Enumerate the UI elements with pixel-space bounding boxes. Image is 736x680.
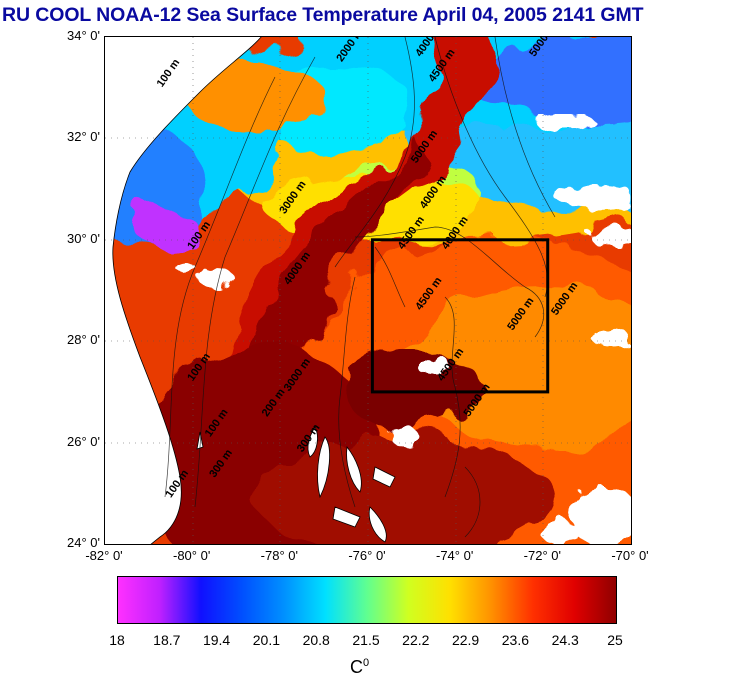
study-area-box xyxy=(370,238,550,394)
colorbar-tick-label: 25 xyxy=(607,632,623,648)
colorbar-tick-label: 20.1 xyxy=(252,632,281,648)
lat-tick-label: 28° 0' xyxy=(67,332,100,348)
lon-tick-label: -70° 0' xyxy=(611,548,649,563)
lon-tick-label: -72° 0' xyxy=(523,548,561,563)
lon-tick-label: -76° 0' xyxy=(348,548,386,563)
lat-tick-label: 26° 0' xyxy=(67,433,100,449)
colorbar-tick-label: 23.6 xyxy=(501,632,530,648)
lon-tick-label: -82° 0' xyxy=(85,548,123,563)
colorbar-tick-label: 20.8 xyxy=(302,632,330,648)
lat-tick-label: 34° 0' xyxy=(67,28,100,43)
cloud-mask xyxy=(175,114,631,544)
colorbar xyxy=(117,576,617,624)
colorbar-tick-label: 18.7 xyxy=(153,632,181,648)
land-mask xyxy=(105,37,396,544)
chart-title: RU COOL NOAA-12 Sea Surface Temperature … xyxy=(2,4,644,26)
lon-tick-label: -80° 0' xyxy=(173,548,211,563)
colorbar-tick-label: 22.2 xyxy=(402,632,430,648)
sst-field xyxy=(105,37,631,544)
bathymetry-contours xyxy=(164,37,556,538)
sst-map: 100 m 2000 m 4000 m 4500 m 5000 m 5000 m 3000 … xyxy=(104,36,632,545)
lon-tick-label: -78° 0' xyxy=(260,548,298,563)
colorbar-unit: C0 xyxy=(350,657,369,678)
lat-tick-label: 30° 0' xyxy=(67,230,100,246)
colorbar-unit-sup: 0 xyxy=(363,657,370,669)
colorbar-tick-label: 18 xyxy=(109,632,125,648)
colorbar-tick-label: 22.9 xyxy=(451,632,480,648)
lon-tick-label: -74° 0' xyxy=(436,548,474,563)
colorbar-tick-label: 21.5 xyxy=(352,632,380,648)
colorbar-tick-label: 24.3 xyxy=(551,632,579,648)
colorbar-unit-base: C xyxy=(350,657,363,677)
colorbar-tick-label: 19.4 xyxy=(202,632,231,648)
lat-tick-label: 32° 0' xyxy=(67,129,100,145)
lat-tick-label: 24° 0' xyxy=(67,535,100,550)
